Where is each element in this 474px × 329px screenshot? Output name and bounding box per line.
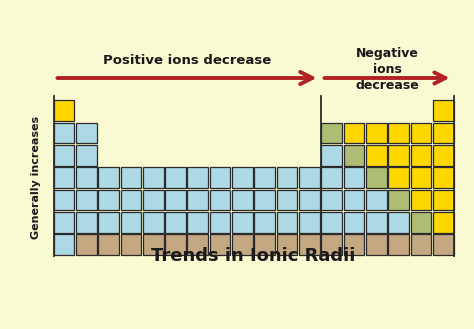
Bar: [299, 167, 319, 188]
Bar: [210, 212, 230, 233]
Text: Generally increases: Generally increases: [31, 116, 41, 239]
Bar: [188, 167, 208, 188]
Bar: [344, 167, 365, 188]
Bar: [188, 190, 208, 210]
Bar: [433, 123, 454, 143]
Bar: [410, 145, 431, 165]
Bar: [410, 167, 431, 188]
Bar: [299, 190, 319, 210]
Bar: [232, 234, 253, 255]
Bar: [410, 190, 431, 210]
Bar: [277, 234, 297, 255]
Bar: [76, 145, 97, 165]
Bar: [344, 145, 365, 165]
Bar: [255, 167, 275, 188]
Bar: [255, 212, 275, 233]
Bar: [410, 212, 431, 233]
Bar: [188, 212, 208, 233]
Bar: [299, 212, 319, 233]
Bar: [143, 212, 164, 233]
Bar: [366, 167, 387, 188]
Bar: [388, 145, 409, 165]
Bar: [433, 234, 454, 255]
Bar: [344, 190, 365, 210]
Text: Trends in Ionic Radii: Trends in Ionic Radii: [151, 247, 356, 265]
Bar: [98, 167, 119, 188]
Bar: [388, 190, 409, 210]
Bar: [410, 123, 431, 143]
Bar: [344, 123, 365, 143]
Bar: [54, 212, 74, 233]
Bar: [433, 167, 454, 188]
Bar: [98, 234, 119, 255]
Bar: [366, 212, 387, 233]
Bar: [165, 234, 186, 255]
Bar: [232, 167, 253, 188]
Bar: [120, 167, 141, 188]
Bar: [277, 190, 297, 210]
Bar: [54, 167, 74, 188]
Bar: [321, 212, 342, 233]
Bar: [321, 167, 342, 188]
Bar: [76, 167, 97, 188]
Bar: [277, 212, 297, 233]
Bar: [321, 123, 342, 143]
Bar: [299, 234, 319, 255]
Bar: [120, 190, 141, 210]
Bar: [54, 100, 74, 121]
Bar: [76, 234, 97, 255]
Text: Negative
ions
decrease: Negative ions decrease: [355, 47, 419, 92]
Bar: [321, 145, 342, 165]
Bar: [210, 167, 230, 188]
Bar: [277, 167, 297, 188]
Bar: [433, 212, 454, 233]
Bar: [366, 145, 387, 165]
Bar: [54, 123, 74, 143]
Bar: [165, 167, 186, 188]
Bar: [232, 212, 253, 233]
Bar: [410, 234, 431, 255]
Bar: [165, 190, 186, 210]
Bar: [120, 212, 141, 233]
Bar: [255, 190, 275, 210]
Bar: [98, 212, 119, 233]
Bar: [54, 190, 74, 210]
Bar: [54, 234, 74, 255]
Bar: [255, 234, 275, 255]
Bar: [143, 234, 164, 255]
Bar: [76, 212, 97, 233]
Bar: [143, 167, 164, 188]
Bar: [76, 190, 97, 210]
Bar: [321, 234, 342, 255]
Bar: [433, 190, 454, 210]
Bar: [210, 190, 230, 210]
Bar: [388, 212, 409, 233]
Text: Positive ions decrease: Positive ions decrease: [103, 54, 271, 67]
Bar: [321, 190, 342, 210]
Bar: [366, 123, 387, 143]
Bar: [433, 145, 454, 165]
Bar: [433, 100, 454, 121]
Bar: [143, 190, 164, 210]
Bar: [76, 123, 97, 143]
Bar: [344, 212, 365, 233]
Bar: [366, 190, 387, 210]
Bar: [120, 234, 141, 255]
Bar: [188, 234, 208, 255]
Bar: [388, 167, 409, 188]
Bar: [98, 190, 119, 210]
Bar: [54, 145, 74, 165]
Bar: [165, 212, 186, 233]
Bar: [366, 234, 387, 255]
Bar: [232, 190, 253, 210]
Bar: [388, 123, 409, 143]
Bar: [344, 234, 365, 255]
Bar: [388, 234, 409, 255]
Bar: [210, 234, 230, 255]
